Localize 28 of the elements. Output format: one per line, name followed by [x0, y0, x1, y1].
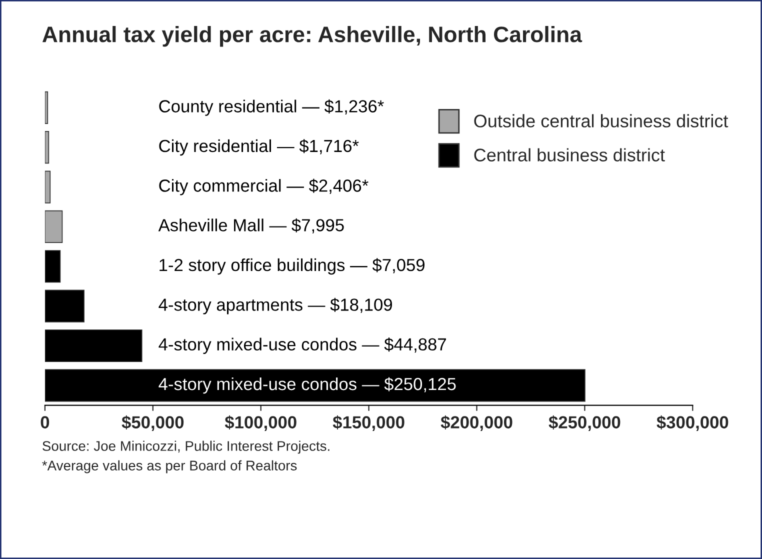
y-tick-label: 4-story mixed-use condos — $44,887 [158, 338, 446, 354]
bar [44, 91, 48, 124]
y-tick-label: 4-story apartments — $18,109 [158, 298, 392, 314]
y-tick-label: Asheville Mall — $7,995 [158, 218, 344, 234]
x-tick-label: $250,000 [548, 415, 620, 431]
legend-label: Central business district [474, 148, 665, 162]
chart-title: Annual tax yield per acre: Asheville, North Carolina [42, 26, 582, 47]
x-tick-label: $200,000 [440, 415, 512, 431]
x-tick-label: $100,000 [224, 415, 296, 431]
x-tick-label: $300,000 [656, 415, 728, 431]
bar [44, 290, 84, 322]
bar [44, 329, 142, 362]
bar [44, 170, 51, 204]
bar [44, 250, 61, 283]
bar [44, 131, 50, 164]
legend-label: Outside central business district [474, 114, 728, 128]
text: *Average values as per Board of Realtors [42, 460, 297, 474]
y-tick-label: County residential — $1,236* [159, 99, 384, 116]
bar [44, 210, 63, 243]
y-tick-label: 4-story mixed-use condos — $250,125 [158, 377, 456, 394]
x-tick-label: $150,000 [332, 415, 404, 431]
y-tick-label: City commercial — $2,406* [159, 178, 368, 196]
y-tick-label: 1-2 story office buildings — $7,059 [160, 258, 424, 275]
bar [44, 369, 586, 402]
x-tick-label: $50,000 [122, 415, 184, 431]
source-note: Source: Joe Minicozzi, Public Interest Projects. [42, 440, 330, 454]
x-tick-label: 0 [40, 416, 50, 428]
y-tick-label: City residential — $1,716* [159, 139, 359, 156]
